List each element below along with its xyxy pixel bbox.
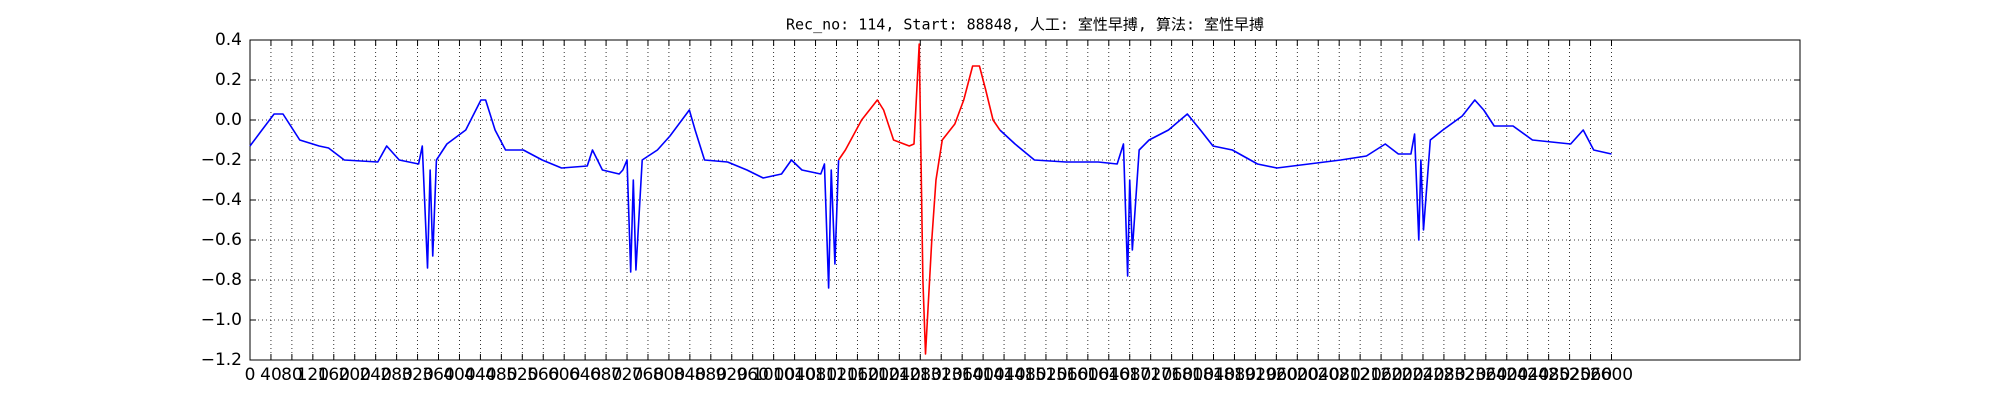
x-tick-label: 2360 (1464, 365, 1507, 385)
x-tick-label: 2120 (1339, 365, 1382, 385)
x-tick-label: 1160 (836, 365, 879, 385)
x-tick-label: 1720 (1129, 365, 1172, 385)
x-tick-label: 2040 (1297, 365, 1340, 385)
x-tick-label: 720 (611, 365, 643, 385)
x-tick-label: 1000 (752, 365, 795, 385)
chart-title: Rec_no: 114, Start: 88848, 人工: 室性早搏, 算法:… (786, 16, 1264, 34)
x-tick-label: 1680 (1108, 365, 1151, 385)
x-tick-label: 80 (281, 365, 303, 385)
x-tick-label: 2560 (1569, 365, 1612, 385)
x-tick-label: 1280 (899, 365, 942, 385)
x-tick-label: 160 (318, 365, 350, 385)
y-tick-label: −1.2 (201, 350, 242, 370)
plot-frame (249, 39, 1801, 361)
x-tick-label: 1600 (1066, 365, 1109, 385)
y-tick-label: −1.0 (201, 310, 242, 330)
x-tick-label: 440 (464, 365, 496, 385)
x-tick-label: 680 (590, 365, 622, 385)
ecg-line (249, 99, 1612, 289)
x-tick-label: 280 (380, 365, 412, 385)
x-tick-label: 1760 (1150, 365, 1193, 385)
y-tick-label: 0.0 (215, 110, 242, 130)
x-tick-label: 1200 (857, 365, 900, 385)
x-tick-label: 1840 (1192, 365, 1235, 385)
x-tick-label: 1360 (941, 365, 984, 385)
x-tick-label: 2200 (1380, 365, 1423, 385)
x-tick-label: 2480 (1527, 365, 1570, 385)
x-tick-label: 640 (569, 365, 601, 385)
x-tick-label: 2000 (1276, 365, 1319, 385)
x-tick-label: 2440 (1506, 365, 1549, 385)
ecg-line (837, 43, 1001, 355)
x-tick-label: 2160 (1359, 365, 1402, 385)
x-tick-label: 240 (359, 365, 391, 385)
x-tick-label: 1320 (920, 365, 963, 385)
x-tick-label: 320 (401, 365, 433, 385)
x-tick-label: 2080 (1318, 365, 1361, 385)
x-tick-label: 1440 (982, 365, 1025, 385)
y-tick-label: −0.6 (201, 230, 242, 250)
x-tick-label: 760 (632, 365, 664, 385)
x-tick-label: 880 (695, 365, 727, 385)
x-tick-label: 1400 (961, 365, 1004, 385)
x-tick-label: 1640 (1087, 365, 1130, 385)
x-tick-label: 1560 (1045, 365, 1088, 385)
x-tick-label: 960 (736, 365, 768, 385)
x-tick-label: 600 (548, 365, 580, 385)
x-tick-label: 1960 (1255, 365, 1298, 385)
x-tick-label: 800 (653, 365, 685, 385)
x-tick-label: 400 (443, 365, 475, 385)
x-tick-label: 40 (260, 365, 282, 385)
x-tick-label: 360 (422, 365, 454, 385)
x-tick-label: 2320 (1443, 365, 1486, 385)
x-tick-label: 2400 (1485, 365, 1528, 385)
x-tick-label: 1520 (1024, 365, 1067, 385)
x-tick-label: 200 (339, 365, 371, 385)
y-tick-label: −0.2 (201, 150, 242, 170)
x-tick-label: 1920 (1234, 365, 1277, 385)
x-tick-label: 2280 (1422, 365, 1465, 385)
x-tick-label: 560 (527, 365, 559, 385)
x-tick-label: 920 (716, 365, 748, 385)
x-tick-label: 480 (485, 365, 517, 385)
x-tick-label: 1120 (815, 365, 858, 385)
x-tick-label: 1800 (1171, 365, 1214, 385)
y-tick-label: 0.2 (215, 70, 242, 90)
x-tick-label: 2520 (1548, 365, 1591, 385)
x-tick-label: 2240 (1401, 365, 1444, 385)
x-tick-label: 2600 (1590, 365, 1633, 385)
x-tick-label: 0 (245, 365, 256, 385)
x-tick-label: 120 (297, 365, 329, 385)
x-tick-label: 1040 (773, 365, 816, 385)
x-tick-label: 1080 (794, 365, 837, 385)
x-tick-label: 520 (506, 365, 538, 385)
x-tick-label: 1240 (878, 365, 921, 385)
x-tick-label: 1880 (1213, 365, 1256, 385)
y-tick-label: −0.8 (201, 270, 242, 290)
x-tick-label: 840 (674, 365, 706, 385)
x-tick-label: 1480 (1003, 365, 1046, 385)
y-tick-label: −0.4 (201, 190, 242, 210)
y-tick-label: 0.4 (215, 30, 242, 50)
